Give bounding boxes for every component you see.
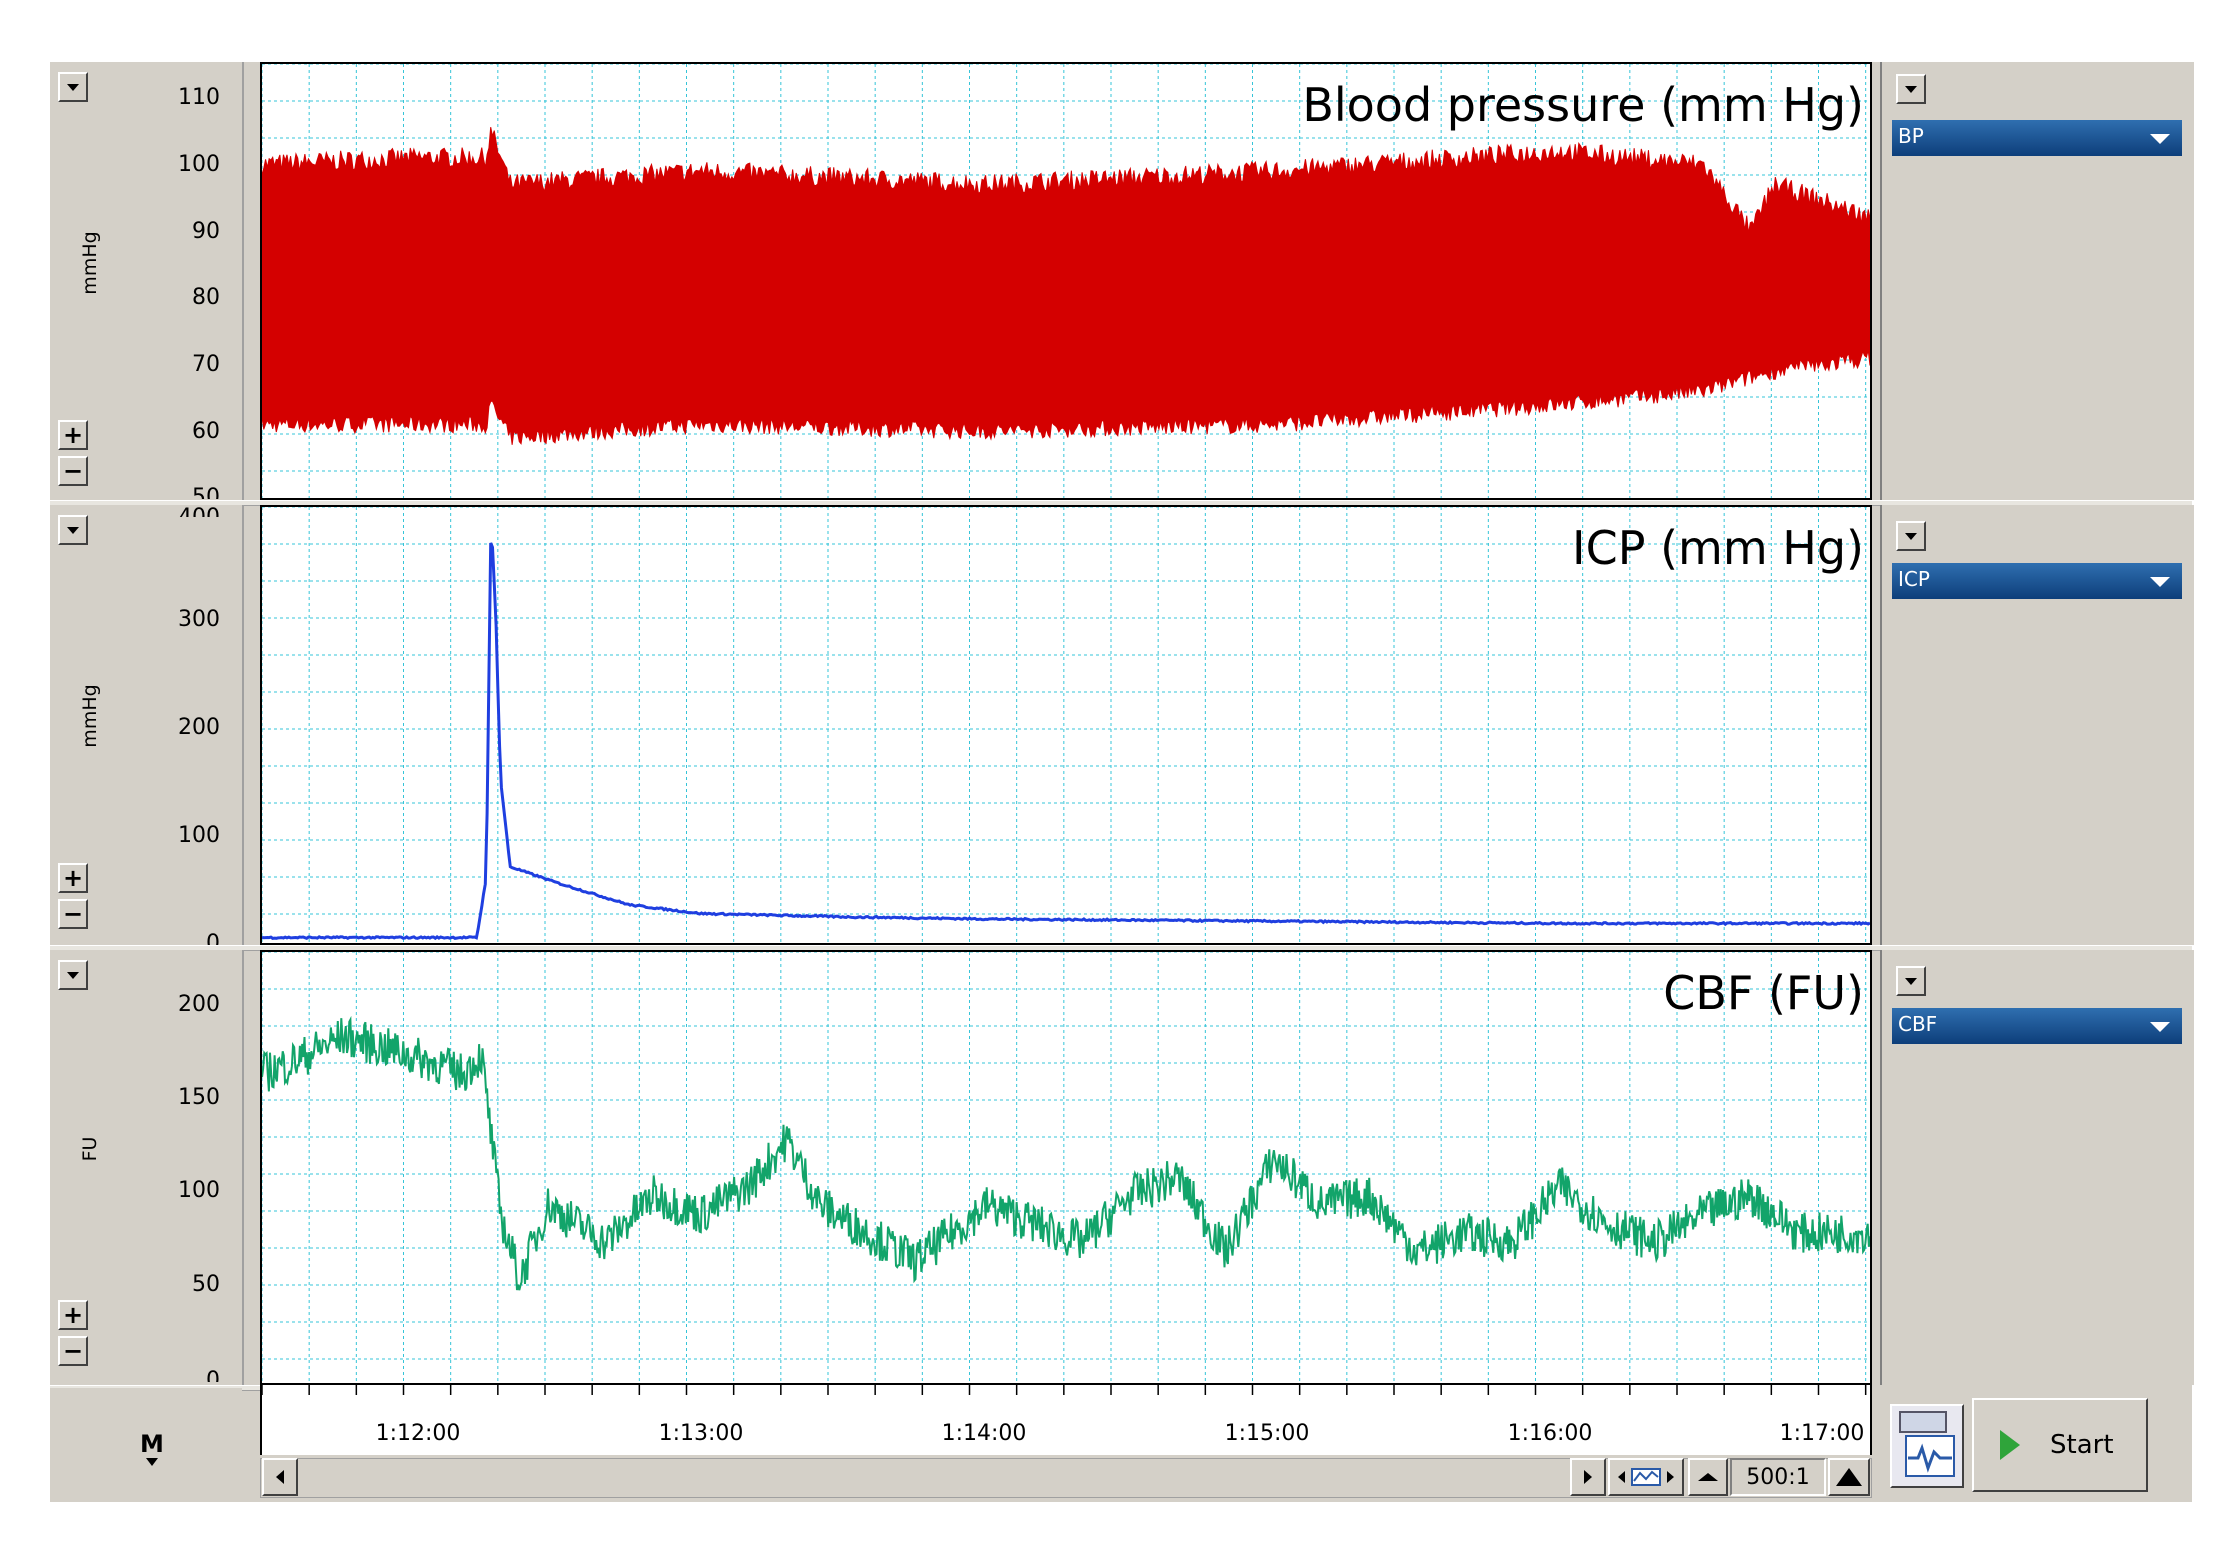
icp-chart: [262, 507, 1870, 943]
time-label: 1:13:00: [658, 1421, 744, 1446]
bp-y-tick: 110: [178, 85, 220, 110]
cbf-y-tick: 50: [192, 1272, 220, 1297]
play-icon: [2000, 1430, 2020, 1460]
bp-panel-title: Blood pressure (mm Hg): [1302, 78, 1864, 132]
ratio-value: 500:1: [1746, 1464, 1810, 1490]
time-label: 1:12:00: [375, 1421, 461, 1446]
marker-label: M: [140, 1430, 164, 1458]
bp-zoom-out-button[interactable]: −: [58, 456, 88, 486]
chevron-down-icon: [1905, 977, 1917, 985]
bp-channel-name: BP: [1898, 124, 1924, 148]
cbf-chart: [262, 952, 1870, 1383]
arrow-left-icon: [276, 1470, 284, 1484]
cbf-y-tick: 0: [206, 1368, 220, 1382]
icp-trace: [262, 542, 1870, 941]
start-label: Start: [2050, 1430, 2114, 1460]
time-label: 1:14:00: [941, 1421, 1027, 1446]
bottom-left-gutter: M: [50, 1388, 242, 1502]
cbf-zoom-out-button[interactable]: −: [58, 1336, 88, 1366]
icp-channel-select[interactable]: ICP: [1892, 563, 2182, 599]
expand-button[interactable]: [1828, 1458, 1870, 1496]
bp-channel-select[interactable]: BP: [1892, 120, 2182, 156]
recorder-icon: [1899, 1411, 1955, 1477]
marker-button[interactable]: M: [140, 1430, 164, 1466]
bp-channel-panel: BP: [1880, 62, 2194, 500]
bp-channel-menu-button[interactable]: [1896, 74, 1926, 104]
bp-y-tick: 90: [192, 219, 220, 244]
grid: [262, 952, 1870, 1383]
bp-waveform-area: [262, 127, 1870, 445]
icp-menu-button[interactable]: [58, 515, 88, 545]
recorder-button[interactable]: [1890, 1404, 1964, 1488]
cbf-y-tick: 150: [178, 1085, 220, 1110]
fit-width-button[interactable]: [1608, 1458, 1684, 1496]
bp-y-tick: 70: [192, 352, 220, 377]
start-button[interactable]: Start: [1972, 1398, 2148, 1492]
bp-axis-gutter: mmHg + − 110 100 90 80 70 60 50: [50, 62, 244, 500]
cbf-zoom-in-button[interactable]: +: [58, 1300, 88, 1330]
icp-y-tick: 200: [178, 715, 220, 740]
cbf-y-tick: 100: [178, 1178, 220, 1203]
cbf-panel-title: CBF (FU): [1663, 966, 1864, 1020]
time-label: 1:17:00: [1779, 1421, 1865, 1446]
time-axis-ticks: [262, 1385, 1867, 1395]
time-axis: 1:12:00 1:13:00 1:14:00 1:15:00 1:16:00 …: [260, 1385, 1872, 1455]
icp-zoom-in-button[interactable]: +: [58, 863, 88, 893]
chevron-down-icon: [67, 971, 79, 979]
dropdown-arrow-icon: [2150, 577, 2170, 587]
bp-plot[interactable]: Blood pressure (mm Hg): [260, 62, 1872, 500]
compress-icon: [1698, 1473, 1718, 1481]
icp-plot[interactable]: ICP (mm Hg): [260, 505, 1872, 945]
dropdown-arrow-icon: [2150, 1022, 2170, 1032]
chevron-down-icon: [1905, 85, 1917, 93]
bp-y-tick: 100: [178, 152, 220, 177]
time-label: 1:15:00: [1224, 1421, 1310, 1446]
cbf-y-tick: 200: [178, 992, 220, 1017]
icp-unit-label: mmHg: [79, 684, 101, 748]
icp-y-tick: 0: [206, 931, 220, 945]
cbf-channel-select[interactable]: CBF: [1892, 1008, 2182, 1044]
grid: [262, 507, 1870, 943]
bp-menu-button[interactable]: [58, 72, 88, 102]
icp-y-tick: 100: [178, 823, 220, 848]
icp-channel-name: ICP: [1898, 567, 1930, 591]
marker-icon: [145, 1458, 158, 1466]
time-label: 1:16:00: [1507, 1421, 1593, 1446]
cbf-channel-name: CBF: [1898, 1012, 1938, 1036]
arrow-right-icon: [1584, 1470, 1592, 1484]
bp-y-tick: 50: [192, 485, 220, 499]
bp-chart: [262, 64, 1870, 498]
fit-width-icon: [1618, 1468, 1674, 1486]
expand-icon: [1836, 1468, 1862, 1486]
cbf-channel-panel: CBF: [1880, 950, 2194, 1385]
bp-y-tick: 80: [192, 285, 220, 310]
chevron-down-icon: [1905, 532, 1917, 540]
icp-zoom-out-button[interactable]: −: [58, 899, 88, 929]
icp-panel-title: ICP (mm Hg): [1572, 521, 1864, 575]
scroll-left-button[interactable]: [262, 1458, 298, 1496]
compress-button[interactable]: [1688, 1458, 1728, 1496]
icp-channel-panel: ICP: [1880, 505, 2194, 945]
cbf-plot[interactable]: CBF (FU): [260, 950, 1872, 1385]
cbf-unit-label: FU: [79, 1136, 101, 1162]
icp-axis-gutter: mmHg + − 400 300 200 100 0: [50, 505, 244, 945]
bp-unit-label: mmHg: [79, 231, 101, 295]
cbf-trace: [262, 1015, 1870, 1291]
icp-y-tick: 300: [178, 607, 220, 632]
bp-zoom-in-button[interactable]: +: [58, 420, 88, 450]
chevron-down-icon: [67, 83, 79, 91]
cbf-channel-menu-button[interactable]: [1896, 966, 1926, 996]
dropdown-arrow-icon: [2150, 134, 2170, 144]
ratio-display: 500:1: [1730, 1458, 1826, 1496]
cbf-axis-gutter: FU + − 200 150 100 50 0: [50, 950, 244, 1385]
bp-y-tick: 60: [192, 419, 220, 444]
scroll-right-button[interactable]: [1570, 1458, 1606, 1496]
icp-channel-menu-button[interactable]: [1896, 521, 1926, 551]
chevron-down-icon: [67, 526, 79, 534]
icp-y-tick: 400: [140, 505, 220, 517]
cbf-menu-button[interactable]: [58, 960, 88, 990]
